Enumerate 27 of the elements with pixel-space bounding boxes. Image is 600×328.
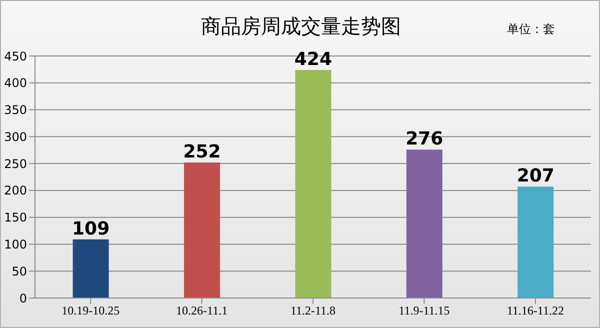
x-tick-label: 10.26-11.1 bbox=[176, 304, 228, 318]
data-label: 207 bbox=[516, 166, 554, 187]
y-tick-label: 250 bbox=[4, 156, 27, 171]
y-tick-label: 350 bbox=[4, 103, 27, 118]
y-tick-label: 150 bbox=[4, 210, 27, 225]
bar bbox=[295, 70, 332, 298]
x-tick-label: 11.9-11.15 bbox=[398, 304, 450, 318]
x-tick-label: 11.16-11.22 bbox=[506, 304, 564, 318]
y-tick-label: 300 bbox=[4, 130, 27, 144]
bar bbox=[184, 162, 220, 298]
y-tick-label: 450 bbox=[4, 49, 27, 64]
bar bbox=[72, 239, 109, 298]
data-label: 109 bbox=[72, 218, 110, 240]
chart-title: 商品房周成交量走势图 bbox=[201, 14, 401, 38]
bar bbox=[406, 150, 442, 298]
x-tick-label: 10.19-10.25 bbox=[62, 304, 120, 318]
y-tick-label: 0 bbox=[19, 291, 27, 306]
bar bbox=[518, 186, 554, 298]
data-label: 276 bbox=[406, 128, 444, 150]
y-tick-label: 200 bbox=[4, 184, 27, 198]
data-label: 252 bbox=[183, 141, 221, 162]
x-tick-label: 11.2-11.8 bbox=[290, 304, 336, 318]
y-tick-label: 100 bbox=[4, 237, 27, 252]
y-tick-label: 400 bbox=[4, 76, 27, 90]
text: 单位：套 bbox=[507, 21, 555, 38]
y-tick-label: 50 bbox=[12, 264, 27, 278]
data-label: 424 bbox=[294, 48, 332, 70]
